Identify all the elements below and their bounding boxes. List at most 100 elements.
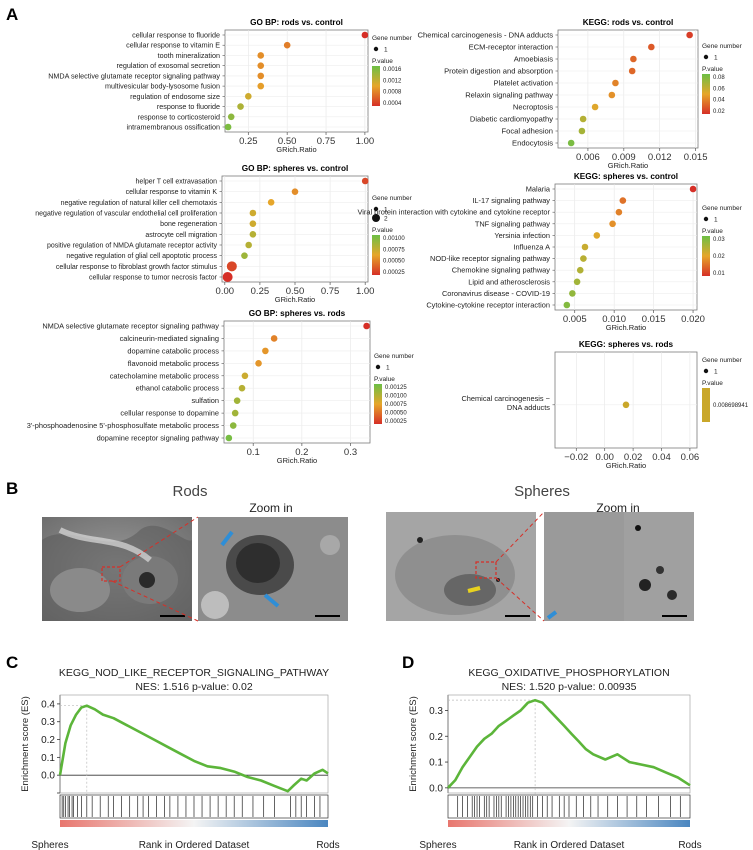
x-mid-label: Rank in Ordered Dataset — [139, 840, 250, 850]
data-point — [567, 139, 575, 147]
data-point — [608, 91, 616, 99]
data-point — [580, 255, 587, 262]
category-label: cellular response to vitamin E — [126, 41, 220, 50]
blue-arrow-icon — [220, 530, 234, 547]
tem-rods-overview — [42, 517, 192, 621]
x-tick-label: 1.00 — [356, 136, 375, 147]
chart-kegg_sph_rods: KEGG: spheres vs. rods −0.02 0.00 0.02 0.04 0… — [461, 340, 748, 470]
category-label: cellular response to tumor necrosis fact… — [89, 275, 218, 282]
legend-size-dot — [703, 368, 709, 374]
x-tick-label: −0.02 — [564, 452, 588, 463]
legend-size-dot — [373, 206, 379, 212]
legend-color-bar — [372, 235, 380, 275]
data-point — [270, 335, 278, 342]
category-label: NMDA selective glutamate receptor signal… — [48, 71, 220, 80]
x-axis-label: GRich.Ratio — [277, 456, 317, 465]
category-label: ECM-receptor interaction — [469, 43, 553, 52]
legend-color-label: 0.0016 — [383, 67, 402, 73]
legend-color-label: 0.00075 — [383, 247, 405, 253]
chart-kegg_rods_ctrl: KEGG: rods vs. control 0.006 0.009 0.012 0.0… — [418, 18, 743, 170]
category-label: bone regeneration — [160, 221, 217, 228]
legend-size-dot — [373, 46, 379, 52]
legend-size-title: Gene number — [372, 195, 413, 202]
x-tick-label: 0.02 — [624, 452, 643, 463]
x-tick-label: 0.005 — [563, 314, 587, 325]
category-label: Chemical carcinogenesis − — [461, 394, 550, 403]
x-tick-label: 0.75 — [317, 136, 336, 147]
legend-size-label: 1 — [384, 207, 388, 214]
legend-size-title: Gene number — [702, 43, 743, 50]
legend-color-label: 0.02 — [713, 254, 725, 260]
category-label: cellular response to vitamin K — [126, 189, 218, 196]
legend-size-label: 1 — [384, 47, 388, 54]
category-label: Relaxin signaling pathway — [465, 91, 553, 100]
x-tick-label: 0.012 — [648, 152, 672, 163]
zoom-label-rods: Zoom in — [249, 501, 292, 515]
legend-size-dot — [703, 216, 709, 222]
data-point — [225, 434, 233, 442]
category-label: TNF signaling pathway — [475, 219, 550, 228]
data-point — [245, 93, 252, 100]
data-point — [578, 127, 586, 135]
category-label: flavonoid metabolic process — [128, 359, 220, 368]
y-tick-label: 0.1 — [429, 758, 443, 769]
x-tick-label: 0.006 — [576, 152, 600, 163]
category-label: NOD-like receptor signaling pathway — [430, 254, 550, 263]
legend-color-label: 0.00050 — [383, 259, 405, 265]
legend-color-label: 0.00075 — [385, 402, 407, 408]
plot-frame — [447, 694, 691, 794]
panel-label-a: A — [6, 5, 18, 24]
legend-size-dot — [375, 364, 381, 370]
data-point — [224, 123, 232, 131]
y-tick-label: 0.4 — [41, 699, 55, 710]
zoom-label-spheres: Zoom in — [596, 501, 639, 515]
data-point — [563, 301, 571, 309]
x-tick-label: 0.04 — [652, 452, 671, 463]
data-point — [361, 31, 369, 39]
category-label: positive regulation of NMDA glutamate re… — [47, 243, 218, 250]
x-right-label: Rods — [316, 840, 339, 850]
y-tick-label: 0.3 — [429, 706, 443, 717]
legend-color-title: P.value — [702, 228, 723, 235]
data-point — [648, 43, 655, 51]
legend-size-title: Gene number — [702, 357, 743, 364]
category-label: Chemical carcinogenesis - DNA adducts — [418, 31, 554, 40]
category-label: negative regulation of natural killer ce… — [61, 200, 218, 207]
category-label: Yersinia infection — [494, 231, 550, 240]
legend-color-label: 0.01 — [713, 271, 725, 277]
x-tick-label: 0.25 — [239, 136, 258, 147]
data-point — [241, 252, 248, 259]
plot-frame — [554, 351, 698, 449]
legend-size-label: 1 — [714, 369, 718, 376]
data-point — [689, 185, 697, 193]
y-tick-label: 0.0 — [429, 783, 443, 794]
category-label: Necroptosis — [513, 103, 553, 112]
category-label: ethanol catabolic process — [136, 384, 220, 393]
category-label: Malaria — [526, 185, 551, 194]
legend-color-label: 0.02 — [713, 109, 725, 115]
y-tick-label: 0.1 — [41, 753, 55, 764]
chart-subtitle: NES: 1.516 p-value: 0.02 — [135, 681, 252, 693]
category-label: Diabetic cardiomyopathy — [470, 115, 553, 124]
category-label: regulation of exosomal secretion — [117, 61, 220, 70]
data-point — [241, 372, 249, 380]
plot-frame — [59, 694, 329, 794]
legend-size-label: 1 — [386, 365, 390, 372]
rank-gradient-bar — [60, 820, 328, 827]
category-label: calcineurin-mediated signaling — [120, 334, 219, 343]
data-point — [257, 62, 265, 69]
data-point — [291, 188, 299, 195]
chart-go_sph_ctrl: GO BP: spheres vs. control 0.00 0.25 0.50 0.… — [35, 164, 412, 304]
x-tick-label: 0.009 — [612, 152, 636, 163]
data-point — [630, 55, 637, 63]
legend-color-label: 0.03 — [713, 237, 725, 243]
x-tick-label: 0.3 — [344, 447, 357, 458]
data-point — [257, 72, 265, 80]
legend-color-label: 0.008698941 — [713, 403, 749, 409]
legend-size-title: Gene number — [374, 353, 415, 360]
panel-label-b: B — [6, 479, 18, 498]
legend-color-bar — [702, 388, 710, 422]
category-label: Focal adhesion — [501, 127, 553, 136]
category-label: helper T cell extravasation — [136, 179, 218, 186]
chart-title: GO BP: rods vs. control — [250, 18, 343, 27]
